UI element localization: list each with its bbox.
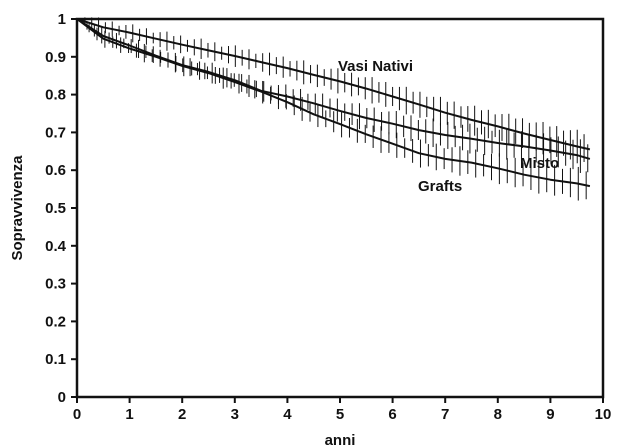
x-tick-label: 1 (125, 406, 133, 423)
series-line-misto (76, 18, 591, 160)
x-tick-label: 6 (388, 406, 396, 423)
x-tick-label: 4 (283, 406, 292, 423)
y-tick-label: 0 (58, 389, 66, 406)
y-tick-label: 0.6 (45, 162, 66, 179)
y-tick-label: 0.8 (45, 87, 66, 104)
series-label-vasi-nativi: Vasi Nativi (338, 58, 413, 75)
y-tick-label: 0.5 (45, 200, 66, 217)
series-layer (76, 18, 591, 188)
tick-labels: 0 1 2 3 4 5 6 7 8 9 10 0 0.1 0.2 0.3 0.4 0.5 0.6 0.7 0.8 0.9… (45, 11, 611, 423)
x-tick-label: 5 (336, 406, 344, 423)
series-label-grafts: Grafts (418, 178, 462, 195)
x-tick-label: 10 (595, 406, 612, 423)
x-tick-label: 7 (441, 406, 449, 423)
x-axis-title: anni (325, 432, 356, 448)
y-tick-label: 1 (58, 11, 66, 28)
x-tick-label: 3 (231, 406, 239, 423)
y-tick-label: 0.4 (45, 238, 67, 255)
series-line-grafts (76, 18, 591, 188)
series-labels: Vasi Nativi Misto Grafts (338, 58, 559, 195)
censor-marks-layer (84, 17, 589, 201)
y-axis-title: Sopravvivenza (9, 155, 26, 261)
x-tick-label: 0 (73, 406, 81, 423)
y-tick-label: 0.2 (45, 313, 66, 330)
x-tick-label: 9 (546, 406, 554, 423)
y-tick-label: 0.3 (45, 276, 66, 293)
x-tick-label: 2 (178, 406, 186, 423)
plot-frame (75, 17, 605, 399)
series-label-misto: Misto (520, 155, 559, 172)
y-tick-label: 0.9 (45, 49, 66, 66)
y-tick-label: 0.7 (45, 124, 66, 141)
x-tick-label: 8 (494, 406, 502, 423)
y-tick-label: 0.1 (45, 351, 66, 368)
axis-ticks (71, 18, 604, 403)
